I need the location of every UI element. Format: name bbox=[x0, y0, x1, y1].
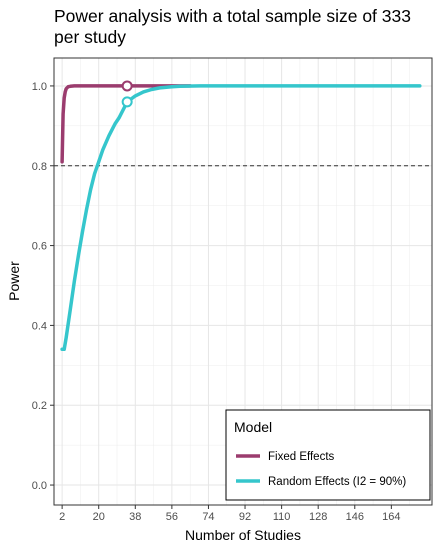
x-tick-label: 74 bbox=[202, 511, 214, 523]
x-tick-label: 38 bbox=[129, 511, 141, 523]
x-tick-label: 92 bbox=[239, 511, 251, 523]
random-effects-line bbox=[60, 84, 422, 352]
x-tick-label: 110 bbox=[273, 511, 291, 523]
series-markers bbox=[121, 80, 133, 108]
x-axis-title: Number of Studies bbox=[185, 527, 301, 543]
x-tick-label: 20 bbox=[93, 511, 105, 523]
legend-label-random-effects: Random Effects (I2 = 90%) bbox=[268, 476, 406, 488]
y-tick-label: 0.2 bbox=[32, 400, 47, 412]
y-axis: 0.0 0.2 0.4 0.6 0.8 1.0 bbox=[32, 81, 54, 492]
x-tick-label: 56 bbox=[166, 511, 178, 523]
x-axis: 2 20 38 56 74 92 110 128 146 164 bbox=[59, 505, 401, 523]
legend: Model Fixed Effects Random Effects (I2 =… bbox=[225, 409, 431, 501]
x-tick-label: 2 bbox=[59, 511, 65, 523]
y-tick-label: 0.4 bbox=[32, 320, 47, 332]
y-tick-label: 0.6 bbox=[32, 241, 47, 253]
y-tick-label: 0.8 bbox=[32, 161, 47, 173]
legend-label-fixed-effects: Fixed Effects bbox=[268, 451, 335, 463]
x-tick-label: 128 bbox=[309, 511, 327, 523]
chart-title: Power analysis with a total sample size … bbox=[54, 6, 411, 47]
y-tick-label: 0.0 bbox=[32, 480, 47, 492]
fixed-effects-marker bbox=[121, 80, 133, 92]
plot-border bbox=[53, 57, 433, 506]
random-effects-marker bbox=[121, 96, 133, 108]
x-tick-label: 146 bbox=[346, 511, 364, 523]
legend-title: Model bbox=[234, 419, 272, 435]
y-axis-title: Power bbox=[6, 261, 22, 301]
x-tick-label: 164 bbox=[382, 511, 400, 523]
y-tick-label: 1.0 bbox=[32, 81, 47, 93]
